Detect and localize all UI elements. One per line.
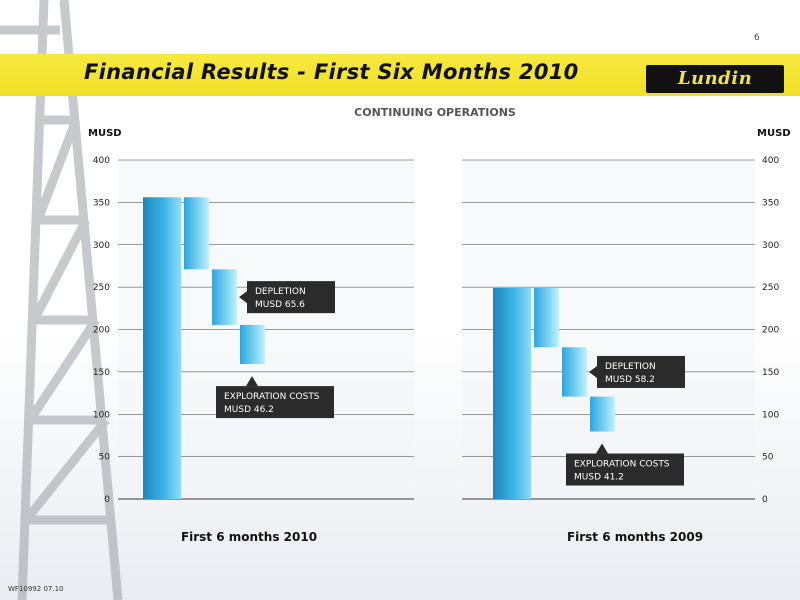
y-tick-label: 350	[762, 198, 779, 208]
lundin-logo: Lundin	[646, 65, 784, 93]
callout-label: DEPLETION	[605, 362, 656, 372]
y-tick-label: 150	[762, 368, 779, 378]
category-label: First 6 months 2009	[567, 530, 703, 544]
waterfall-step-bar	[590, 396, 615, 432]
callout-value: MUSD 65.6	[255, 300, 305, 310]
y-tick-label: 0	[762, 495, 768, 505]
waterfall-step-bar	[240, 324, 265, 365]
waterfall-step-bar	[534, 287, 559, 348]
callout-value: MUSD 58.2	[605, 375, 655, 385]
y-tick-label: 200	[93, 326, 110, 336]
y-tick-label: 200	[762, 326, 779, 336]
y-tick-label: 300	[762, 241, 779, 251]
category-label: First 6 months 2010	[181, 530, 317, 544]
callout-value: MUSD 46.2	[224, 405, 274, 415]
page-number: 6	[754, 33, 760, 43]
total-bar	[143, 197, 181, 500]
waterfall-step-bar	[212, 269, 237, 325]
drilling-rig-graphic	[0, 0, 123, 600]
y-tick-label: 300	[93, 241, 110, 251]
y-tick-label: 250	[762, 283, 779, 293]
y-tick-label: 400	[762, 156, 779, 166]
callout-label: EXPLORATION COSTS	[224, 392, 320, 402]
callout-pointer	[239, 291, 247, 304]
callout-label: DEPLETION	[255, 287, 306, 297]
callout-pointer	[596, 443, 608, 454]
y-tick-label: 50	[762, 453, 774, 463]
y-tick-label: 250	[93, 283, 110, 293]
callout-pointer	[589, 365, 597, 378]
waterfall-step-bar	[184, 197, 209, 270]
y-tick-label: 350	[93, 198, 110, 208]
slide-title: Financial Results - First Six Months 201…	[84, 60, 579, 84]
waterfall-step-bar	[562, 347, 587, 397]
footer-code: WF10992 07.10	[8, 585, 64, 593]
callout-label: EXPLORATION COSTS	[574, 460, 670, 470]
chart-subtitle: CONTINUING OPERATIONS	[354, 106, 516, 119]
callout-box	[216, 386, 334, 419]
y-axis-unit-left: MUSD	[88, 128, 122, 139]
callout-pointer	[246, 376, 258, 387]
y-tick-label: 100	[93, 410, 110, 420]
y-axis-unit-right: MUSD	[757, 128, 791, 139]
y-tick-label: 100	[762, 410, 779, 420]
y-tick-label: 50	[99, 453, 111, 463]
callout-box	[566, 453, 684, 486]
total-bar	[493, 287, 531, 499]
y-tick-label: 150	[93, 368, 110, 378]
callout-box	[247, 281, 335, 314]
y-tick-label: 0	[104, 495, 110, 505]
callout-box	[597, 355, 685, 388]
y-tick-label: 400	[93, 156, 110, 166]
callout-value: MUSD 41.2	[574, 473, 624, 483]
